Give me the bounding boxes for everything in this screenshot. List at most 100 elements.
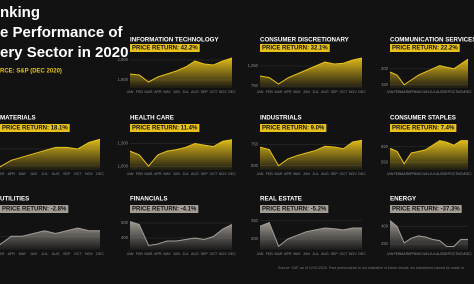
x-tick-label: SEP — [331, 252, 339, 256]
x-tick-label: JUN — [30, 252, 37, 256]
area — [390, 140, 468, 170]
x-tick-label: OCT — [74, 172, 82, 176]
price-return: PRICE RETURN: 11.4% — [132, 126, 198, 132]
x-tick-label: JAN — [387, 172, 394, 176]
x-tick-label: JUL — [312, 252, 318, 256]
x-tick-label: FEB — [136, 252, 144, 256]
x-tick-label: SEP — [201, 90, 209, 94]
x-tick-label: OCT — [74, 252, 82, 256]
x-tick-label: SEP — [201, 252, 209, 256]
x-tick-label: AUG — [191, 90, 199, 94]
x-tick-label: SEP — [63, 252, 71, 256]
line — [259, 139, 363, 167]
chart-title: CONSUMER DISCRETIONARY — [260, 37, 350, 44]
x-tick-label: NOV — [349, 172, 357, 176]
price-return-box — [130, 205, 199, 213]
x-tick-label: APR — [154, 172, 162, 176]
price-return-box — [260, 124, 327, 132]
x-tick-label: DEC — [358, 252, 366, 256]
price-return: PRICE RETURN: 9.0% — [262, 126, 325, 132]
area — [390, 220, 468, 250]
x-tick-label: SEP — [331, 172, 339, 176]
x-tick-label: MAY — [163, 252, 171, 256]
line — [259, 221, 362, 248]
x-tick-label: SEP — [201, 172, 209, 176]
chart-title: INDUSTRIALS — [260, 115, 302, 122]
x-tick-label: SEP — [443, 172, 451, 176]
x-tick-label: OCT — [450, 90, 458, 94]
y-tick-label: 750 — [251, 142, 259, 147]
x-tick-label: OCT — [210, 172, 218, 176]
x-tick-label: JUN — [173, 172, 180, 176]
x-tick-label: OCT — [210, 252, 218, 256]
area — [0, 139, 100, 170]
y-tick-label: 400 — [121, 235, 129, 240]
x-tick-label: MAR — [400, 90, 408, 94]
header-line: e Performance of — [0, 24, 124, 41]
line — [0, 138, 101, 168]
y-tick-label: 400 — [381, 224, 389, 229]
y-tick-label: 500 — [251, 163, 259, 168]
x-tick-label: OCT — [450, 252, 458, 256]
area — [0, 228, 100, 250]
x-tick-label: MAR — [145, 172, 153, 176]
x-tick-label: MAY — [19, 252, 27, 256]
x-tick-label: JUL — [429, 90, 435, 94]
price-return-box — [260, 205, 329, 213]
price-return-box — [130, 44, 200, 52]
area — [130, 58, 232, 88]
y-tick-label: 1,250 — [248, 63, 259, 68]
x-tick-label: JAN — [387, 90, 394, 94]
x-tick-label: AUG — [436, 252, 444, 256]
x-tick-label: JUN — [422, 172, 429, 176]
line — [389, 220, 468, 247]
header-line: ery Sector in 2020 — [0, 44, 128, 61]
price-return: PRICE RETURN: -4.1% — [132, 207, 197, 213]
x-tick-label: JAN — [257, 90, 264, 94]
x-tick-label: JUN — [422, 252, 429, 256]
x-tick-label: MAY — [293, 252, 301, 256]
line — [129, 57, 233, 83]
x-tick-label: JUN — [173, 252, 180, 256]
chart-title: COMMUNICATION SERVICES — [390, 37, 474, 44]
x-tick-label: NOV — [219, 252, 227, 256]
x-tick-label: APR — [154, 252, 162, 256]
x-tick-label: AUG — [321, 172, 329, 176]
x-tick-label: OCT — [340, 252, 348, 256]
x-tick-label: APR — [408, 252, 416, 256]
x-tick-label: JUN — [173, 90, 180, 94]
x-tick-label: DEC — [228, 252, 236, 256]
x-tick-label: AUG — [436, 172, 444, 176]
y-tick-label: 150 — [381, 82, 389, 87]
price-return-box — [130, 124, 200, 132]
chart-title: HEALTH CARE — [130, 115, 174, 122]
x-tick-label: OCT — [340, 90, 348, 94]
x-tick-label: NOV — [219, 90, 227, 94]
x-tick-label: MAR — [400, 172, 408, 176]
x-tick-label: AUG — [52, 172, 60, 176]
x-tick-label: MAR — [0, 252, 5, 256]
y-tick-label: 2,500 — [118, 57, 129, 62]
price-return-box — [0, 124, 70, 132]
x-tick-label: JAN — [127, 172, 134, 176]
x-tick-label: DEC — [358, 90, 366, 94]
chart-title: FINANCIALS — [130, 196, 167, 203]
x-tick-label: JAN — [127, 90, 134, 94]
x-tick-label: DEC — [96, 252, 104, 256]
footnote: Source: S&P, as of 12/31/2020. Past perf… — [278, 266, 464, 270]
x-tick-label: JUL — [182, 172, 188, 176]
x-tick-label: FEB — [394, 90, 402, 94]
x-tick-label: MAY — [415, 172, 423, 176]
x-tick-label: MAR — [0, 172, 5, 176]
price-return: PRICE RETURN: 22.2% — [392, 46, 458, 52]
y-tick-label: 200 — [251, 236, 259, 241]
x-tick-label: APR — [408, 90, 416, 94]
x-tick-label: SEP — [443, 90, 451, 94]
x-tick-label: DEC — [464, 90, 472, 94]
line — [129, 221, 233, 247]
x-tick-label: NOV — [85, 172, 93, 176]
y-tick-label: 1,300 — [118, 141, 129, 146]
x-tick-label: AUG — [52, 252, 60, 256]
x-tick-label: APR — [284, 90, 292, 94]
price-return-box — [390, 205, 462, 213]
